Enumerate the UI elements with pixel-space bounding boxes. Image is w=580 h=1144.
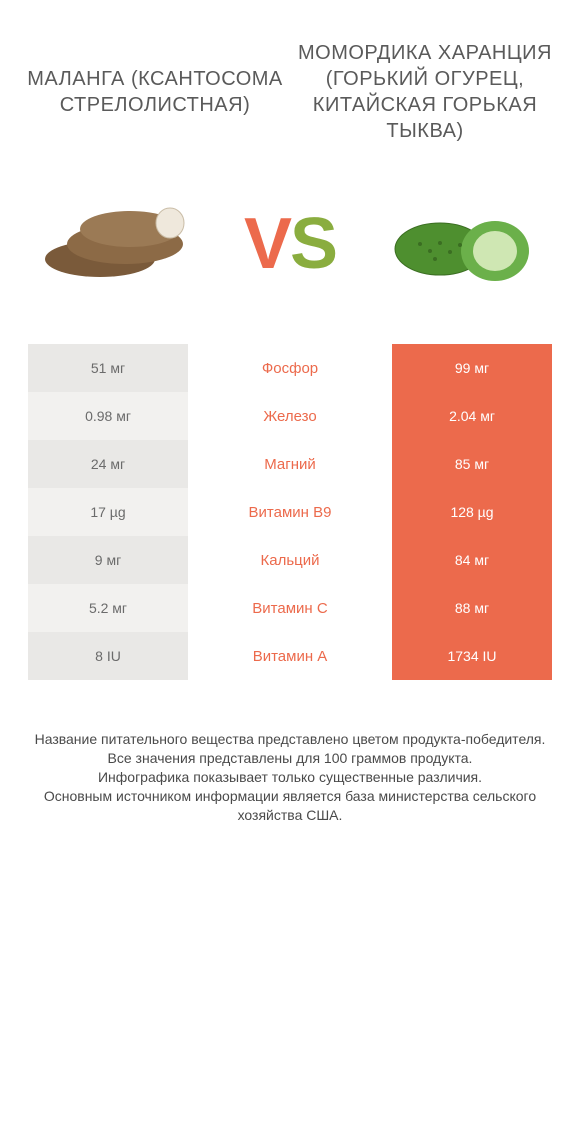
footer-line: Все значения представлены для 100 граммо… — [30, 749, 550, 768]
footer-notes: Название питательного вещества представл… — [0, 680, 580, 824]
table-row: 9 мгКальций84 мг — [28, 536, 552, 584]
titles-row: МАЛАНГА (КСАНТОСОМА СТРЕЛОЛИСТНАЯ) МОМОР… — [0, 0, 580, 154]
footer-line: Название питательного вещества представл… — [30, 730, 550, 749]
nutrient-name: Витамин C — [188, 584, 392, 632]
vs-s: S — [290, 204, 336, 284]
nutrient-table: 51 мгФосфор99 мг0.98 мгЖелезо2.04 мг24 м… — [0, 344, 580, 680]
table-row: 17 µgВитамин B9128 µg — [28, 488, 552, 536]
value-left: 51 мг — [28, 344, 188, 392]
value-right: 85 мг — [392, 440, 552, 488]
product-left-image — [30, 184, 200, 304]
value-right: 84 мг — [392, 536, 552, 584]
product-right-image — [380, 184, 550, 304]
table-row: 8 IUВитамин A1734 IU — [28, 632, 552, 680]
nutrient-name: Железо — [188, 392, 392, 440]
nutrient-name: Кальций — [188, 536, 392, 584]
nutrient-name: Витамин A — [188, 632, 392, 680]
value-left: 5.2 мг — [28, 584, 188, 632]
title-right-col: МОМОРДИКА ХАРАНЦИЯ (ГОРЬКИЙ ОГУРЕЦ, КИТА… — [290, 40, 560, 144]
title-left: МАЛАНГА (КСАНТОСОМА СТРЕЛОЛИСТНАЯ) — [20, 66, 290, 118]
value-right: 2.04 мг — [392, 392, 552, 440]
nutrient-name: Витамин B9 — [188, 488, 392, 536]
title-right: МОМОРДИКА ХАРАНЦИЯ (ГОРЬКИЙ ОГУРЕЦ, КИТА… — [290, 40, 560, 144]
footer-line: Основным источником информации является … — [30, 787, 550, 825]
nutrient-name: Фосфор — [188, 344, 392, 392]
table-row: 24 мгМагний85 мг — [28, 440, 552, 488]
table-row: 0.98 мгЖелезо2.04 мг — [28, 392, 552, 440]
value-left: 0.98 мг — [28, 392, 188, 440]
value-left: 9 мг — [28, 536, 188, 584]
nutrient-name: Магний — [188, 440, 392, 488]
table-row: 5.2 мгВитамин C88 мг — [28, 584, 552, 632]
images-row: VS — [0, 154, 580, 344]
value-left: 17 µg — [28, 488, 188, 536]
title-left-col: МАЛАНГА (КСАНТОСОМА СТРЕЛОЛИСТНАЯ) — [20, 40, 290, 144]
value-left: 24 мг — [28, 440, 188, 488]
value-right: 1734 IU — [392, 632, 552, 680]
value-right: 88 мг — [392, 584, 552, 632]
value-right: 99 мг — [392, 344, 552, 392]
vs-v: V — [244, 204, 290, 284]
vs-label: VS — [244, 203, 336, 285]
footer-line: Инфографика показывает только существенн… — [30, 768, 550, 787]
value-left: 8 IU — [28, 632, 188, 680]
table-row: 51 мгФосфор99 мг — [28, 344, 552, 392]
value-right: 128 µg — [392, 488, 552, 536]
comparison-infographic: МАЛАНГА (КСАНТОСОМА СТРЕЛОЛИСТНАЯ) МОМОР… — [0, 0, 580, 1144]
